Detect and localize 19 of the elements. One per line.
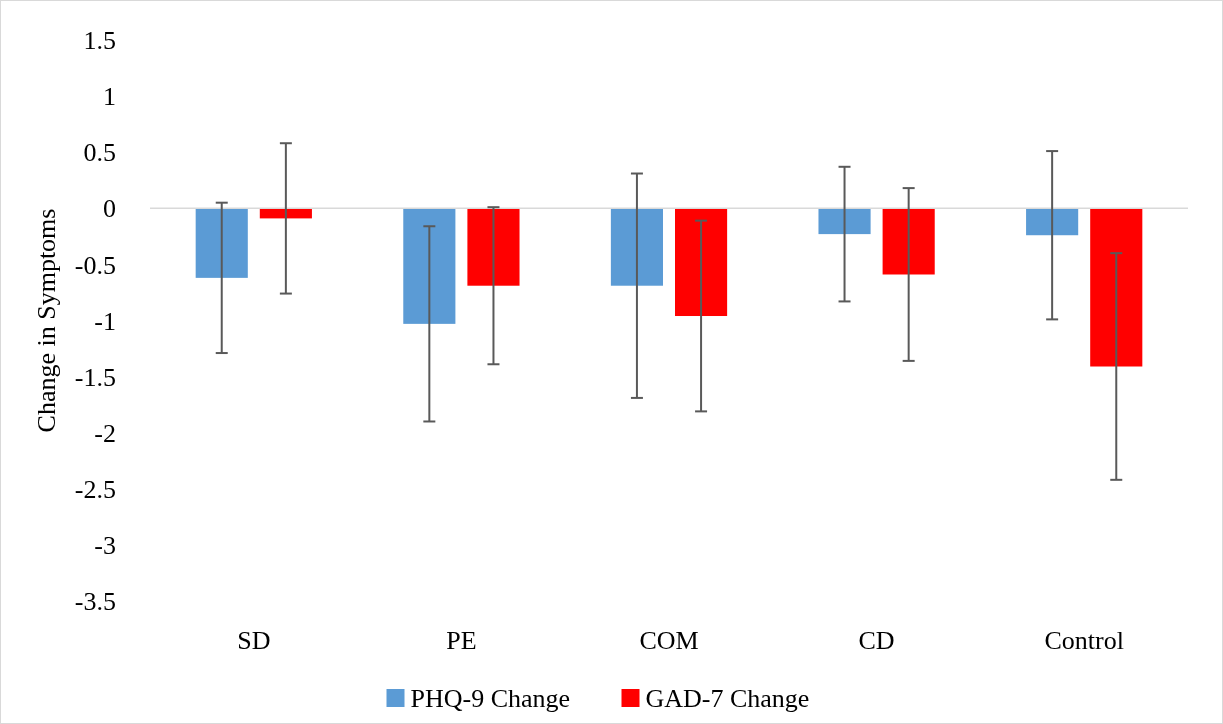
legend-label: PHQ-9 Change <box>410 684 571 714</box>
y-tick-label: 0 <box>103 194 116 224</box>
y-tick-label: 1 <box>103 82 116 112</box>
legend-label: GAD-7 Change <box>645 684 810 714</box>
x-tick-label: Control <box>1044 626 1124 655</box>
x-tick-label: COM <box>639 626 699 655</box>
y-tick-label: -2.5 <box>74 474 116 504</box>
y-tick-label: -3 <box>94 531 116 560</box>
x-tick-label: CD <box>858 626 895 655</box>
y-tick-label: -1.5 <box>74 362 116 392</box>
x-tick-label: PE <box>446 626 477 655</box>
y-tick-label: 0.5 <box>83 138 116 168</box>
y-tick-label: 1.5 <box>83 26 116 56</box>
y-tick-label: -0.5 <box>74 250 116 280</box>
y-tick-label: -3.5 <box>74 587 116 617</box>
y-tick-label: -1 <box>94 306 116 336</box>
y-axis-title: Change in Symptoms <box>32 208 61 433</box>
y-tick-label: -2 <box>94 418 116 448</box>
x-tick-label: SD <box>237 626 271 655</box>
